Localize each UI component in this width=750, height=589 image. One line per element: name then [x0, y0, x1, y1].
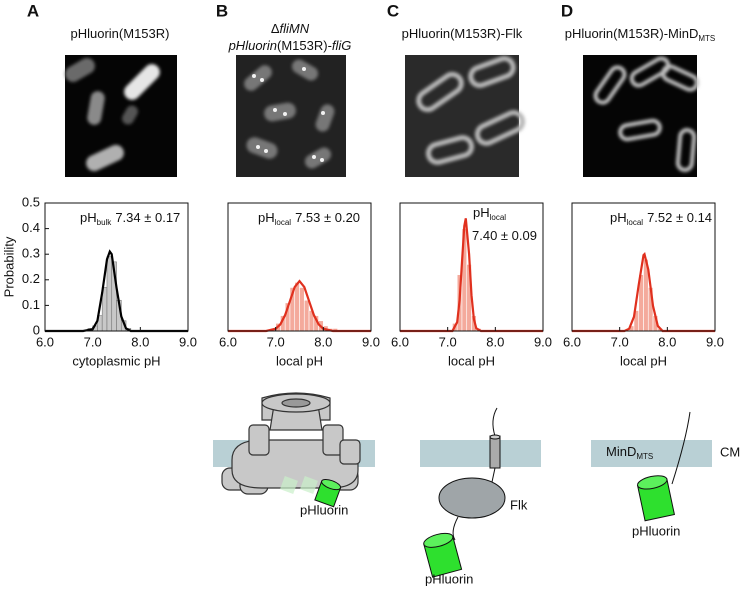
subscript: local — [627, 218, 644, 227]
mind-diagram: MinDMTS CM pHluorin — [591, 411, 740, 538]
annotation: pHbulk 7.34 ± 0.17 — [80, 210, 180, 227]
x-tick-label: 7.0 — [84, 334, 102, 349]
subscript: local — [275, 218, 292, 227]
text-part: 7.53 ± 0.20 — [295, 210, 360, 225]
text-part: (M153R)- — [277, 38, 332, 53]
membrane-label: CM — [720, 444, 740, 459]
hist-bar — [303, 299, 310, 332]
y-tick-label: 0.3 — [22, 246, 40, 261]
text-part: pH — [258, 210, 275, 225]
micrograph-b — [236, 55, 346, 177]
x-tick-label: 8.0 — [131, 334, 149, 349]
anchor-name: MinD — [606, 444, 636, 459]
x-tick-label: 6.0 — [219, 334, 237, 349]
y-tick-label: 0 — [33, 322, 40, 337]
panel-letter: A — [27, 1, 39, 20]
protein-label: Flk — [510, 497, 528, 512]
text-part: pHluorin(M153R)-Flk — [402, 26, 523, 41]
text-part: fliMN — [280, 21, 310, 36]
x-axis-label: local pH — [276, 353, 323, 368]
hist-bar — [294, 282, 300, 332]
x-tick-label: 9.0 — [706, 334, 724, 349]
text-part: Δ — [271, 21, 280, 36]
text-part: pH — [610, 210, 627, 225]
panel-letter: C — [387, 1, 399, 20]
text-part: 7.40 ± 0.09 — [472, 228, 537, 243]
plot-frame — [227, 202, 372, 332]
fit-curve — [572, 252, 715, 333]
y-tick-label: 0.1 — [22, 297, 40, 312]
x-axis-label: cytoplasmic pH — [72, 353, 160, 368]
panel-letter: B — [216, 1, 228, 20]
text-part: 7.34 ± 0.17 — [115, 210, 180, 225]
x-tick-label: 7.0 — [611, 334, 629, 349]
subscript: bulk — [97, 218, 113, 227]
x-tick-label: 9.0 — [534, 334, 552, 349]
x-axis-label: local pH — [448, 353, 495, 368]
panel-title: pHluorin(M153R)-fliG — [228, 38, 352, 53]
text-part: pH — [473, 205, 490, 220]
x-tick-label: 6.0 — [36, 334, 54, 349]
x-axis-label: local pH — [620, 353, 667, 368]
x-tick-label: 8.0 — [314, 334, 332, 349]
x-tick-label: 9.0 — [362, 334, 380, 349]
panel-title: pHluorin(M153R)-Flk — [402, 26, 523, 41]
micrograph-a — [65, 55, 177, 177]
micrograph-d — [583, 55, 699, 177]
y-axis-label: Probability — [1, 236, 16, 297]
y-tick-label: 0.5 — [22, 194, 40, 209]
panel-title: ΔfliMN — [271, 21, 310, 36]
subscript: MTS — [698, 34, 715, 43]
anchor-sub: MTS — [636, 452, 653, 461]
y-tick-label: 0.4 — [22, 220, 40, 235]
panel-title: pHluorin(M153R) — [71, 26, 170, 41]
panel-title: pHluorin(M153R)-MinDMTS — [565, 26, 716, 43]
text-part: pHluorin(M153R)-MinD — [565, 26, 699, 41]
micrograph-c — [405, 55, 526, 177]
annotation: pHlocal 7.53 ± 0.20 — [258, 210, 360, 227]
x-tick-label: 9.0 — [179, 334, 197, 349]
x-tick-label: 8.0 — [658, 334, 676, 349]
hist-bar — [299, 287, 305, 332]
annotation: pHlocal — [473, 205, 506, 222]
diagram-label: pHluorin — [425, 571, 473, 586]
text-part: pH — [80, 210, 97, 225]
annotation: pHlocal 7.52 ± 0.14 — [610, 210, 712, 227]
anchor-label: MinDMTS — [606, 444, 653, 461]
text-part: pHluorin — [228, 38, 277, 53]
motor-diagram: pHluorin — [213, 392, 375, 517]
x-tick-label: 7.0 — [439, 334, 457, 349]
flk-diagram: Flk pHluorin — [420, 407, 541, 586]
x-tick-label: 7.0 — [267, 334, 285, 349]
hist-bar — [106, 256, 113, 332]
text-part: 7.52 ± 0.14 — [647, 210, 712, 225]
plot-frame — [571, 202, 716, 332]
x-tick-label: 8.0 — [486, 334, 504, 349]
diagram-label: pHluorin — [300, 502, 348, 517]
plot-frame — [399, 202, 544, 332]
diagram-label: pHluorin — [632, 523, 680, 538]
y-tick-label: 0.2 — [22, 271, 40, 286]
panel-letter: D — [561, 1, 573, 20]
subscript: local — [490, 213, 507, 222]
plot-frame — [44, 202, 189, 332]
x-tick-label: 6.0 — [563, 334, 581, 349]
fit-curve — [400, 218, 543, 333]
fit-curve — [228, 279, 371, 333]
text-part: fliG — [332, 38, 352, 53]
annotation: 7.40 ± 0.09 — [472, 228, 537, 243]
text-part: pHluorin(M153R) — [71, 26, 170, 41]
x-tick-label: 6.0 — [391, 334, 409, 349]
